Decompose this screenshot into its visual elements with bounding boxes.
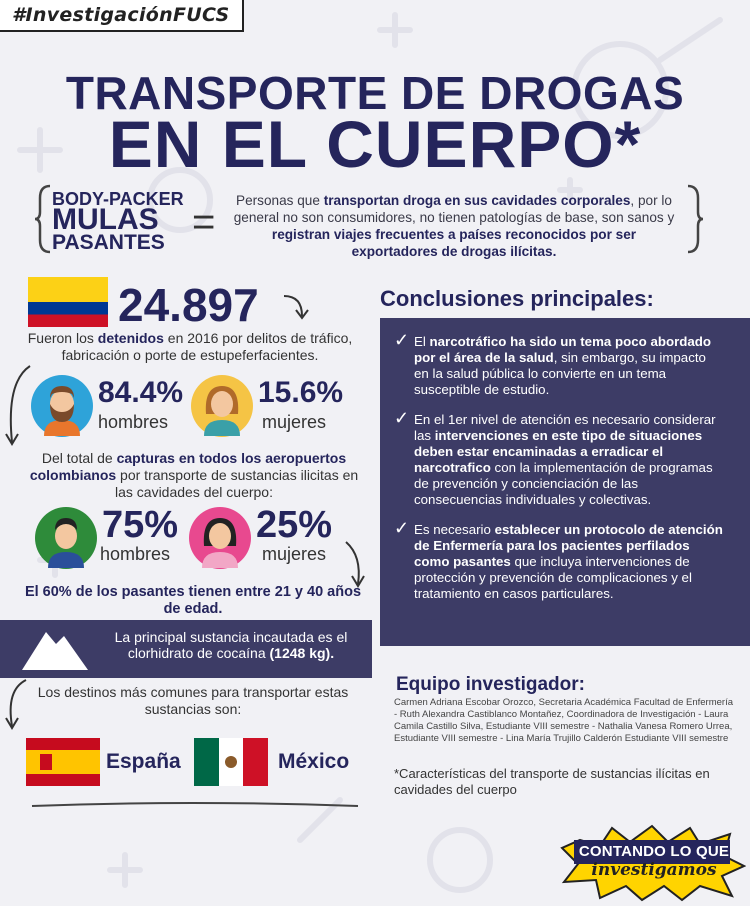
conclusion-item-1: El narcotráfico ha sido un tema poco abo… <box>414 334 712 397</box>
contando-badge-burst <box>560 824 746 902</box>
curved-arrow-left-icon <box>5 365 31 446</box>
conclusions-panel <box>380 318 750 646</box>
badge-line-1: CONTANDO LO QUE <box>578 843 730 860</box>
colombia-flag-icon <box>28 277 108 327</box>
left-brace-icon <box>34 184 51 254</box>
underline-stroke <box>31 802 359 807</box>
badge-line-2: investigamos <box>591 860 717 880</box>
definition-text: Personas que transportan droga en sus ca… <box>233 193 675 259</box>
man-avatar-icon-2 <box>35 507 97 569</box>
equals-sign: = <box>192 200 216 244</box>
man-avatar-icon <box>31 375 93 437</box>
captures-text: Del total de capturas en todos los aerop… <box>29 450 359 500</box>
conclusion-item-3: Es necesario establecer un protocolo de … <box>414 522 723 601</box>
woman-avatar-icon <box>191 375 253 437</box>
term-pasantes: PASANTES <box>52 231 165 254</box>
footnote: *Características del transporte de susta… <box>394 766 710 797</box>
mexico-label: México <box>278 750 350 773</box>
substance-text: La principal sustancia incautada es el c… <box>114 629 348 661</box>
women-percent-2: 25% <box>256 504 333 546</box>
hashtag-label: #InvestigaciónFUCS <box>0 0 244 32</box>
men-label-2: hombres <box>100 544 171 564</box>
curved-arrow-icon <box>283 295 309 320</box>
check-icon: ✓ <box>394 330 410 350</box>
mexico-flag-icon <box>194 738 268 786</box>
conclusion-item-2: En el 1er nivel de atención es necesario… <box>414 412 716 507</box>
right-brace-icon <box>687 184 704 254</box>
men-percent-1: 84.4% <box>98 376 184 409</box>
destinations-text: Los destinos más comunes para transporta… <box>37 684 349 717</box>
men-label-1: hombres <box>98 412 169 432</box>
women-label-2: mujeres <box>262 544 327 564</box>
title-line-1: TRANSPORTE DE DROGAS <box>65 67 685 119</box>
woman-avatar-icon-2 <box>189 507 251 569</box>
women-label-1: mujeres <box>262 412 327 432</box>
check-icon: ✓ <box>394 408 410 428</box>
team-members: Carmen Adriana Escobar Orozco, Secretari… <box>394 697 733 744</box>
conclusions-title: Conclusiones principales: <box>380 286 654 311</box>
check-icon: ✓ <box>394 518 410 538</box>
detained-text: Fueron los detenidos en 2016 por delitos… <box>27 330 353 363</box>
curved-arrow-down-icon <box>5 679 27 730</box>
team-panel <box>380 666 750 816</box>
spain-label: España <box>106 750 181 773</box>
title-line-2: EN EL CUERPO* <box>108 107 642 181</box>
detained-number: 24.897 <box>118 279 259 331</box>
spain-flag-icon <box>26 738 100 786</box>
term-mulas: MULAS <box>52 203 159 236</box>
age-text: El 60% de los pasantes tienen entre 21 y… <box>24 584 362 617</box>
team-title: Equipo investigador: <box>396 674 585 695</box>
term-body-packer: BODY-PACKER <box>52 189 184 209</box>
men-percent-2: 75% <box>102 504 179 546</box>
women-percent-1: 15.6% <box>258 376 344 409</box>
cocaine-pile-icon <box>22 632 88 670</box>
curved-arrow-right-icon <box>345 541 365 588</box>
